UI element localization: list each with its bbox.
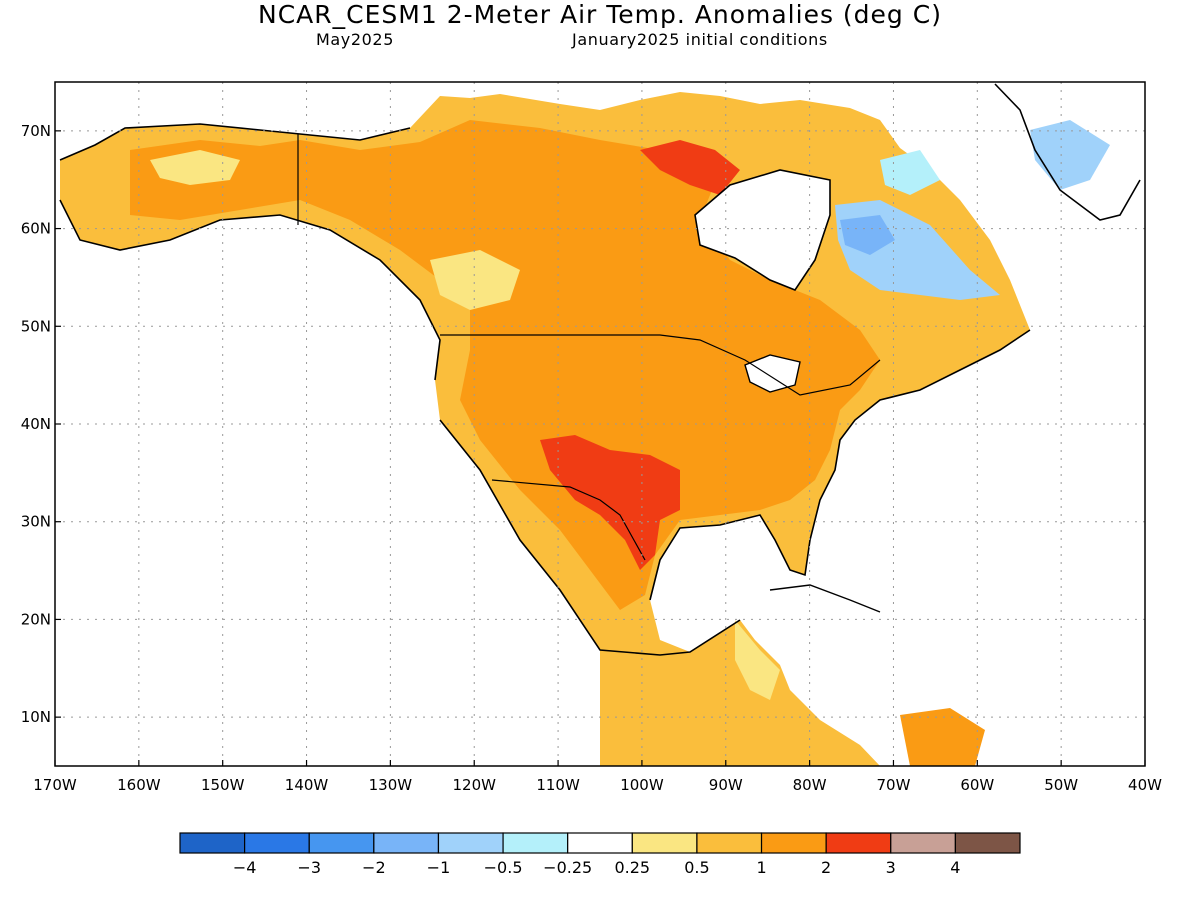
lon-tick-label: 140W: [285, 776, 329, 794]
lat-tick-label: 10N: [21, 708, 51, 726]
colorbar-swatch: [179, 832, 246, 854]
great-lakes: [744, 354, 801, 393]
map-plot-area: [55, 82, 1145, 766]
lat-tick-label: 40N: [21, 415, 51, 433]
lon-tick-label: 170W: [33, 776, 77, 794]
anomaly-region-baffin-cool: [880, 150, 940, 195]
colorbar-swatch: [631, 832, 698, 854]
anomaly-region-south-america: [900, 708, 985, 766]
anomaly-region-greenland-cool: [1030, 120, 1110, 190]
anomaly-region-southcentral-canada: [430, 250, 520, 310]
lon-tick-label: 100W: [620, 776, 664, 794]
valid-month-label: May2025: [316, 30, 394, 49]
colorbar-swatch: [244, 832, 310, 854]
anomaly-region-hudson-north: [640, 140, 740, 195]
init-conditions-label: January2025 initial conditions: [572, 30, 828, 49]
colorbar-swatch: [825, 832, 892, 854]
colorbar-swatch: [890, 832, 956, 854]
colorbar-label: −0.5: [484, 858, 523, 877]
hudson-bay: [694, 169, 831, 291]
colorbar-swatch: [696, 832, 763, 854]
colorbar-label: 3: [886, 858, 896, 877]
lat-tick-label: 60N: [21, 220, 51, 238]
chart-title: NCAR_CESM1 2-Meter Air Temp. Anomalies (…: [258, 0, 942, 29]
lat-tick-label: 50N: [21, 317, 51, 335]
colorbar-label: 0.25: [614, 858, 650, 877]
lat-tick-label: 20N: [21, 610, 51, 628]
lon-tick-label: 40W: [1128, 776, 1162, 794]
lon-tick-label: 120W: [452, 776, 496, 794]
lon-tick-label: 110W: [536, 776, 580, 794]
colorbar-label: −1: [427, 858, 451, 877]
us-mexico-border: [491, 479, 646, 561]
lon-tick-label: 90W: [709, 776, 743, 794]
colorbar-label: −0.25: [543, 858, 592, 877]
lon-tick-label: 60W: [960, 776, 994, 794]
colorbar-swatch: [567, 832, 633, 854]
anomaly-region-central-america: [735, 620, 780, 700]
lon-tick-label: 130W: [369, 776, 413, 794]
anomaly-region-southern-plains: [540, 435, 680, 570]
colorbar-label: 0.5: [684, 858, 709, 877]
greenland-coast: [994, 83, 1141, 221]
us-canada-border: [440, 334, 881, 396]
colorbar-label: 2: [821, 858, 831, 877]
anomaly-region-quebec-cool-core: [840, 215, 895, 255]
colorbar-swatch: [502, 832, 569, 854]
colorbar-label: −2: [362, 858, 386, 877]
colorbar-swatch: [437, 832, 504, 854]
lat-tick-label: 30N: [21, 513, 51, 531]
colorbar-label: −4: [233, 858, 257, 877]
colorbar-swatch: [954, 832, 1021, 854]
latitude-axis: 10N 20N 30N 40N 50N 60N 70N: [21, 122, 61, 726]
coastline-north-america: [59, 123, 1031, 656]
colorbar-label: 4: [950, 858, 960, 877]
lon-tick-label: 160W: [117, 776, 161, 794]
colorbar-swatch: [760, 832, 827, 854]
map-grid: [55, 82, 1145, 766]
longitude-axis: 170W 160W 150W 140W 130W 120W 110W 100W 90W 80W 70…: [33, 760, 1162, 794]
colorbar-swatch: [308, 832, 375, 854]
colorbar-swatch: [373, 832, 440, 854]
colorbar-label: −3: [297, 858, 321, 877]
anomaly-region-alaska-light: [150, 150, 240, 185]
lon-tick-label: 150W: [201, 776, 245, 794]
colorbar-legend: −4 −3 −2 −1 −0.5 −0.25 0.25 0.5 1 2 3 4: [179, 832, 1021, 877]
lon-tick-label: 70W: [877, 776, 911, 794]
anomaly-region-canada-us: [130, 120, 880, 610]
colorbar-label: 1: [756, 858, 766, 877]
cuba-coast: [769, 584, 881, 613]
lat-tick-label: 70N: [21, 122, 51, 140]
lon-tick-label: 50W: [1044, 776, 1078, 794]
lon-tick-label: 80W: [793, 776, 827, 794]
